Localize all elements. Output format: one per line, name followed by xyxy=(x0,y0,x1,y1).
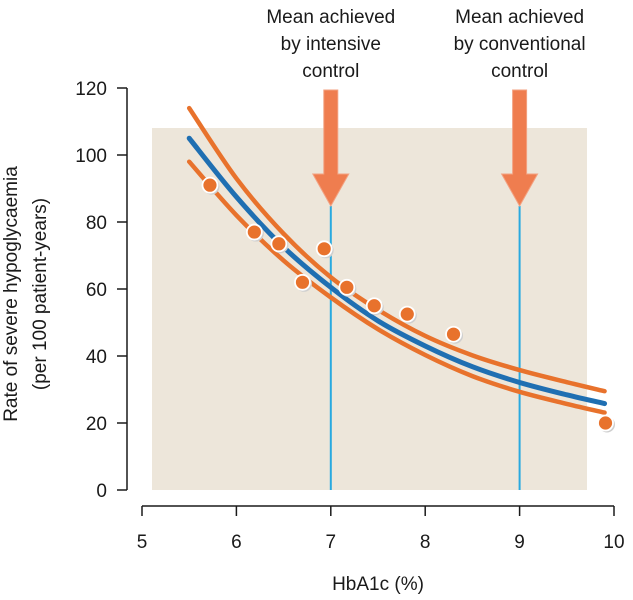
x-tick-label-2: 7 xyxy=(326,532,337,553)
data-point-4 xyxy=(315,240,333,258)
y-tick-label-6: 120 xyxy=(75,79,107,100)
x-tick-label-0: 5 xyxy=(137,532,148,553)
y-tick-label-4: 80 xyxy=(86,213,107,234)
marker-label-0-line-1: by intensive xyxy=(281,34,381,55)
data-point-2 xyxy=(270,235,288,253)
data-point-6 xyxy=(365,297,383,315)
data-point-9 xyxy=(597,414,614,432)
data-point-3 xyxy=(294,273,311,291)
marker-arrow-1 xyxy=(500,89,539,208)
y-tick-label-1: 20 xyxy=(86,414,107,435)
marker-label-1-line-2: control xyxy=(491,61,548,82)
data-point-8 xyxy=(445,325,462,343)
data-point-1 xyxy=(245,223,263,241)
fit-line xyxy=(186,135,608,407)
y-axis-title-line1: Rate of severe hypoglycaemia xyxy=(1,166,22,422)
marker-label-0-line-2: control xyxy=(302,61,359,82)
y-tick-label-3: 60 xyxy=(86,280,107,301)
data-point-7 xyxy=(398,305,416,323)
y-tick-label-5: 100 xyxy=(75,146,107,167)
marker-label-0-line-0: Mean achieved xyxy=(266,7,395,28)
marker-label-1-line-0: Mean achieved xyxy=(455,7,584,28)
y-axis-title-line2: (per 100 patient-years) xyxy=(30,198,51,390)
ci-upper-line xyxy=(186,105,607,394)
marker-arrow-0 xyxy=(311,89,350,208)
y-tick-label-0: 0 xyxy=(96,481,107,502)
x-tick-label-3: 8 xyxy=(420,532,431,553)
x-tick-label-5: 10 xyxy=(603,532,624,553)
marker-label-1-line-1: by conventional xyxy=(454,34,586,55)
data-point-5 xyxy=(338,278,356,296)
data-point-0 xyxy=(201,176,219,194)
x-tick-label-1: 6 xyxy=(231,532,242,553)
x-axis-title: HbA1c (%) xyxy=(332,574,424,595)
y-tick-label-2: 40 xyxy=(86,347,107,368)
x-tick-label-4: 9 xyxy=(514,532,525,553)
